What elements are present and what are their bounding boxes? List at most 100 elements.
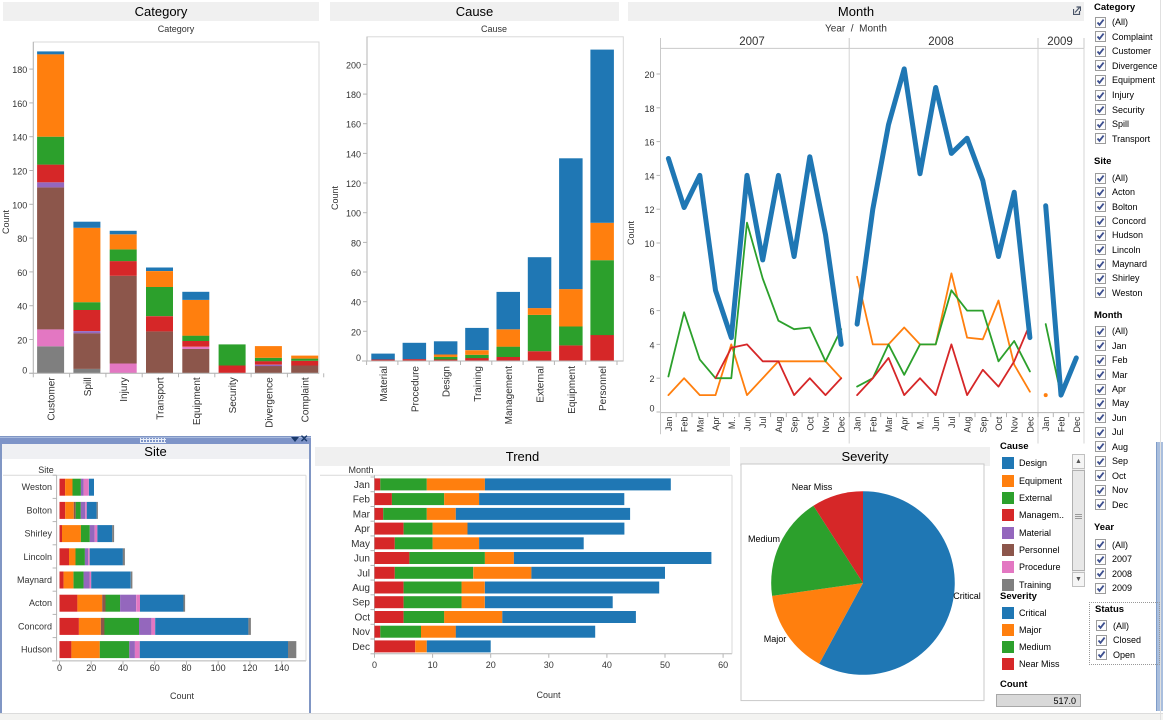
svg-text:Jul: Jul xyxy=(357,568,370,579)
svg-text:140: 140 xyxy=(12,133,27,143)
svg-text:Jun: Jun xyxy=(743,417,753,432)
svg-text:20: 20 xyxy=(486,660,496,670)
svg-text:Count: Count xyxy=(1,210,11,235)
svg-text:Count: Count xyxy=(536,690,561,700)
svg-text:Month: Month xyxy=(348,465,373,475)
svg-text:Feb: Feb xyxy=(680,417,690,433)
svg-text:14: 14 xyxy=(644,171,654,181)
svg-text:Feb: Feb xyxy=(353,495,371,506)
svg-text:Personnel: Personnel xyxy=(598,366,609,411)
svg-text:0: 0 xyxy=(372,660,377,670)
svg-text:100: 100 xyxy=(211,663,226,673)
svg-text:10: 10 xyxy=(428,660,438,670)
svg-text:Divergence: Divergence xyxy=(264,377,275,428)
svg-text:Jan: Jan xyxy=(354,480,370,491)
svg-text:Apr: Apr xyxy=(900,417,910,431)
svg-text:Customer: Customer xyxy=(47,377,58,421)
svg-text:Oct: Oct xyxy=(994,416,1004,431)
svg-text:Dec: Dec xyxy=(1072,416,1082,433)
svg-text:160: 160 xyxy=(12,99,27,109)
svg-text:Sep: Sep xyxy=(790,417,800,433)
svg-text:120: 120 xyxy=(12,167,27,177)
svg-text:Jun: Jun xyxy=(354,554,370,565)
svg-text:Security: Security xyxy=(228,377,239,413)
svg-text:Nov: Nov xyxy=(352,627,370,638)
svg-text:Sep: Sep xyxy=(352,598,370,609)
svg-text:40: 40 xyxy=(602,660,612,670)
svg-text:60: 60 xyxy=(718,660,728,670)
svg-text:12: 12 xyxy=(644,205,654,215)
svg-text:80: 80 xyxy=(181,663,191,673)
svg-text:2: 2 xyxy=(649,374,654,384)
svg-text:140: 140 xyxy=(346,149,361,159)
svg-text:Dec: Dec xyxy=(352,642,370,653)
svg-text:2007: 2007 xyxy=(739,36,765,48)
svg-text:40: 40 xyxy=(351,298,361,308)
svg-text:Injury: Injury xyxy=(119,377,130,401)
svg-text:Critical: Critical xyxy=(953,591,981,601)
svg-text:Jan: Jan xyxy=(1041,417,1051,432)
svg-text:2008: 2008 xyxy=(928,36,954,48)
svg-text:60: 60 xyxy=(150,663,160,673)
svg-text:Feb: Feb xyxy=(1057,417,1067,433)
svg-text:0: 0 xyxy=(356,353,361,363)
svg-text:Count: Count xyxy=(626,221,636,246)
svg-text:16: 16 xyxy=(644,138,654,148)
svg-text:Procedure: Procedure xyxy=(410,366,421,413)
svg-text:40: 40 xyxy=(118,663,128,673)
svg-text:Dec: Dec xyxy=(1025,416,1035,433)
svg-text:Nov: Nov xyxy=(821,416,831,433)
svg-text:Equipment: Equipment xyxy=(192,377,203,425)
svg-text:0: 0 xyxy=(649,404,654,414)
svg-text:Mar: Mar xyxy=(884,417,894,433)
svg-text:8: 8 xyxy=(649,273,654,283)
svg-text:120: 120 xyxy=(242,663,257,673)
svg-text:80: 80 xyxy=(17,234,27,244)
svg-text:Aug: Aug xyxy=(352,583,370,594)
svg-text:Bolton: Bolton xyxy=(26,505,52,515)
svg-text:Aug: Aug xyxy=(774,417,784,433)
svg-text:80: 80 xyxy=(351,238,361,248)
svg-text:May: May xyxy=(351,539,370,550)
svg-text:Year / Month: Year / Month xyxy=(825,24,887,35)
svg-text:M..: M.. xyxy=(727,417,737,430)
svg-text:160: 160 xyxy=(346,120,361,130)
svg-text:60: 60 xyxy=(351,268,361,278)
svg-text:Oct: Oct xyxy=(354,613,370,624)
svg-text:Apr: Apr xyxy=(354,524,370,535)
svg-text:External: External xyxy=(536,366,547,403)
svg-text:50: 50 xyxy=(660,660,670,670)
svg-text:120: 120 xyxy=(346,179,361,189)
svg-text:Major: Major xyxy=(764,634,787,644)
svg-text:Design: Design xyxy=(442,366,453,397)
svg-text:Count: Count xyxy=(330,186,340,211)
svg-text:100: 100 xyxy=(12,200,27,210)
svg-text:Shirley: Shirley xyxy=(24,529,52,539)
svg-text:Apr: Apr xyxy=(711,417,721,431)
svg-text:Jul: Jul xyxy=(758,417,768,429)
svg-text:140: 140 xyxy=(274,663,289,673)
svg-text:Jul: Jul xyxy=(947,417,957,429)
svg-text:Equipment: Equipment xyxy=(567,366,578,414)
svg-text:Mar: Mar xyxy=(695,417,705,433)
svg-text:Sep: Sep xyxy=(978,417,988,433)
svg-text:30: 30 xyxy=(544,660,554,670)
svg-text:0: 0 xyxy=(57,663,62,673)
svg-text:Jan: Jan xyxy=(664,417,674,432)
svg-text:Nov: Nov xyxy=(1010,416,1020,433)
svg-text:M..: M.. xyxy=(916,417,926,430)
svg-text:0: 0 xyxy=(22,365,27,375)
svg-text:4: 4 xyxy=(649,340,654,350)
svg-text:Medium: Medium xyxy=(748,534,780,544)
svg-text:10: 10 xyxy=(644,239,654,249)
svg-text:Mar: Mar xyxy=(353,509,371,520)
svg-text:20: 20 xyxy=(17,336,27,346)
svg-text:Complaint: Complaint xyxy=(301,377,312,422)
svg-text:40: 40 xyxy=(17,302,27,312)
svg-text:Transport: Transport xyxy=(156,377,167,420)
svg-text:Category: Category xyxy=(158,24,195,34)
svg-text:Jan: Jan xyxy=(853,417,863,432)
svg-text:Concord: Concord xyxy=(18,621,52,631)
svg-text:Feb: Feb xyxy=(868,417,878,433)
svg-text:180: 180 xyxy=(346,90,361,100)
